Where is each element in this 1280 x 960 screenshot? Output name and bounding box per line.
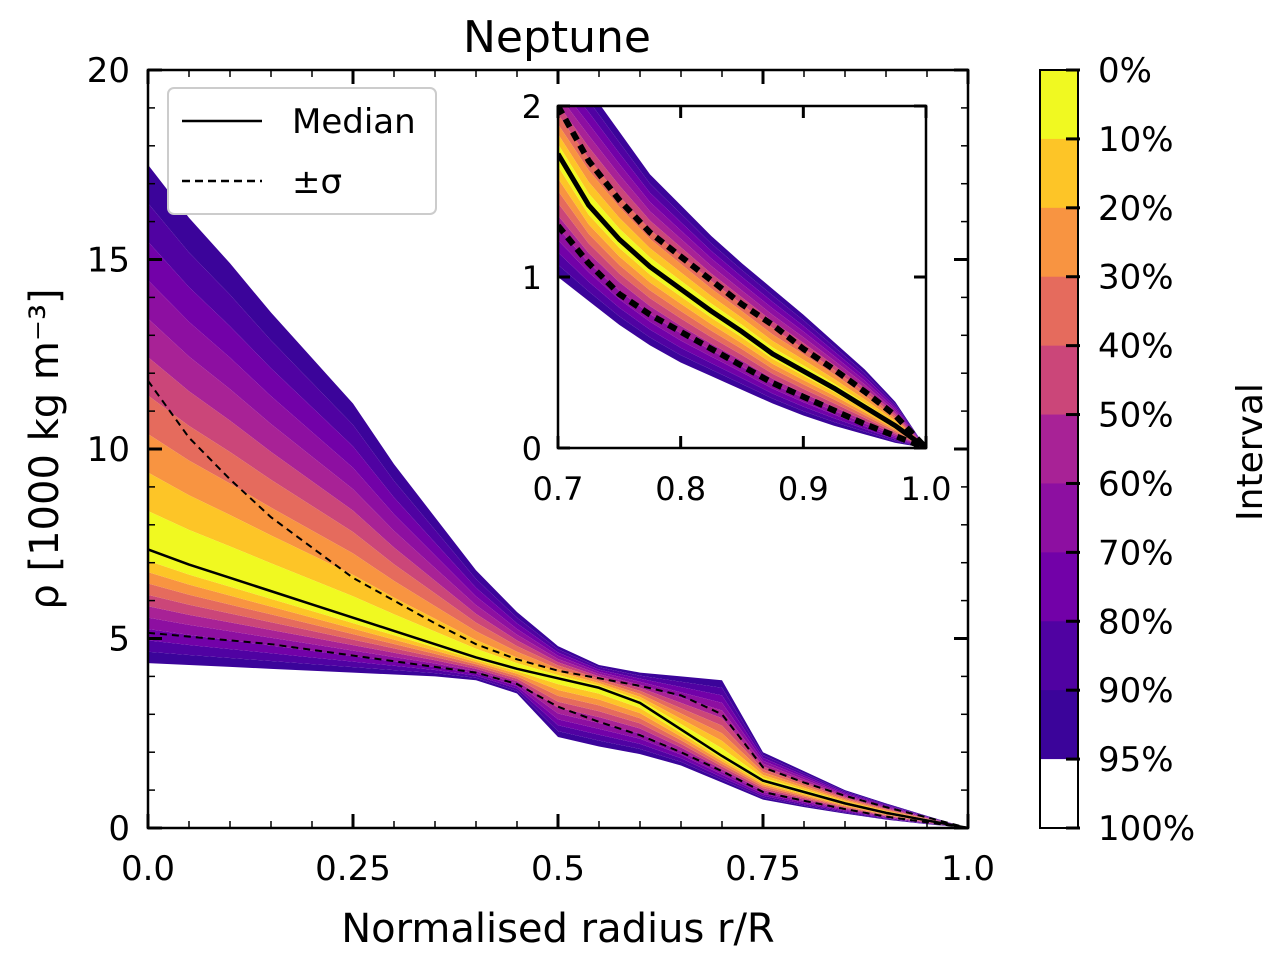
x-tick-label: 0.0 [121,849,175,889]
colorbar-tick-label: 20% [1098,189,1174,229]
inset-y-tick-label: 2 [522,88,542,126]
main-band-lower-6 [148,594,968,828]
colorbar-bands [1040,70,1078,829]
colorbar-band [1040,345,1078,416]
inset-ticks: 0.7 0.8 0.9 1.0 0 1 2 [522,88,952,508]
inset-x-tick-label: 0.7 [533,470,584,508]
legend-box [167,87,437,215]
inset-x-tick-label: 1.0 [901,470,952,508]
colorbar-band [1040,621,1078,691]
main-band-lower-8 [148,572,968,828]
inset-x-tick-label: 0.9 [778,470,829,508]
colorbar-tick-label: 10% [1098,120,1174,160]
colorbar-band [1040,138,1078,209]
inset-lower-sigma-line [558,223,926,448]
y-tick-label: 5 [108,620,130,660]
inset-y-tick-label: 0 [522,430,542,468]
y-axis-label: ρ [1000 kg m⁻³] [22,288,68,609]
inset-x-tick-label: 0.8 [655,470,706,508]
y-tick-label: 20 [87,51,130,91]
inset-lines [558,106,926,448]
x-tick-label: 0.25 [315,849,391,889]
main-lower-sigma-line [147,631,969,829]
inset-y-tick-label: 1 [522,259,542,297]
colorbar-label: Interval [1230,383,1271,521]
colorbar-band [1040,552,1078,622]
main-lines [147,380,969,830]
colorbar: 0% 10% 20% 30% 40% 50% 60% 70% 80% 90% 95% 100% Int… [1039,51,1271,849]
colorbar-tick-label: 80% [1098,602,1174,642]
main-band-lower-3 [148,629,968,828]
legend: Median ±σ [167,87,437,215]
colorbar-band [1040,207,1078,278]
chart-title: Neptune [463,12,651,63]
colorbar-band [1040,70,1078,140]
x-tick-label: 0.5 [531,849,585,889]
colorbar-tick-label: 0% [1098,51,1152,91]
colorbar-tick-label: 50% [1098,396,1174,436]
inset-confidence-bands [558,106,926,448]
colorbar-tick-label: 70% [1098,533,1174,573]
main-band-lower-4 [148,617,968,828]
colorbar-tick-label: 30% [1098,258,1174,298]
x-tick-label: 0.75 [725,849,801,889]
legend-median-label: Median [292,102,416,142]
colorbar-tick-label: 60% [1098,464,1174,504]
colorbar-frame [1039,69,1079,829]
colorbar-band [1040,759,1078,829]
y-tick-label: 10 [87,430,130,470]
inset-plot: 0.7 0.8 0.9 1.0 0 1 2 [522,88,952,508]
y-tick-label: 0 [108,809,130,849]
inset-band-upper-8 [558,124,926,448]
main-band-lower-5 [148,606,968,828]
main-confidence-bands [148,164,968,828]
colorbar-tick-label: 90% [1098,671,1174,711]
colorbar-band [1040,483,1078,553]
main-upper-sigma-line [147,380,969,829]
main-band-lower-9 [148,560,968,828]
x-tick-label: 1.0 [941,849,995,889]
colorbar-band [1040,690,1078,760]
colorbar-tick-label: 100% [1098,809,1195,849]
inset-upper-sigma-line [558,106,926,448]
legend-sigma-label: ±σ [292,162,342,202]
x-axis-label: Normalised radius r/R [341,906,774,952]
colorbar-band [1040,414,1078,484]
inset-band-upper-5 [559,106,926,448]
colorbar-tick-label: 40% [1098,327,1174,367]
colorbar-ticks: 0% 10% 20% 30% 40% 50% 60% 70% 80% 90% 95% 100% [1066,51,1195,849]
y-tick-label: 15 [87,241,130,281]
inset-median-line [558,152,926,448]
colorbar-tick-label: 95% [1098,740,1174,780]
main-band-lower-7 [148,583,968,828]
main-band-lower-10 [148,549,968,828]
main-median-line [147,548,969,830]
colorbar-band [1040,276,1078,347]
